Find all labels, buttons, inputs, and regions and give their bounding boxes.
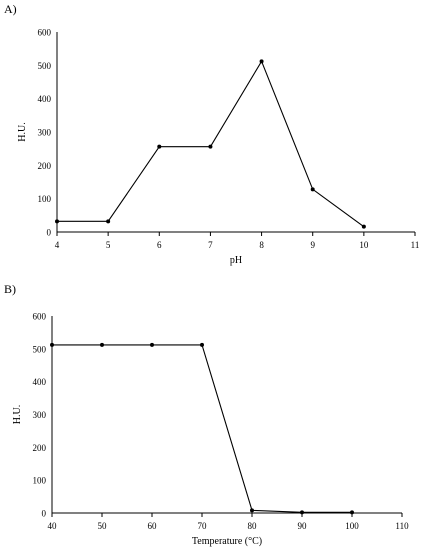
panel-label-a: A) (4, 2, 17, 16)
data-point (55, 219, 59, 224)
x-tick-label: 90 (298, 521, 308, 531)
data-point (157, 144, 162, 149)
y-tick-label: 500 (33, 344, 47, 354)
panel-label-b: B) (4, 282, 16, 296)
x-tick-label: 110 (395, 521, 409, 531)
x-tick-label: 11 (411, 240, 420, 250)
series-line (52, 344, 352, 513)
y-axis-label: H.U. (17, 122, 28, 141)
data-point (300, 510, 304, 515)
data-point (250, 508, 254, 513)
y-tick-label: 100 (38, 194, 52, 204)
y-tick-label: 0 (47, 228, 52, 238)
x-axis-label: pH (230, 255, 242, 266)
x-tick-label: 7 (208, 240, 213, 250)
x-tick-label: 70 (198, 521, 208, 531)
data-point (106, 219, 111, 224)
y-tick-label: 600 (33, 312, 47, 322)
data-point (50, 342, 54, 347)
data-point (208, 144, 213, 149)
data-point (100, 342, 104, 347)
y-tick-label: 500 (38, 61, 52, 71)
y-tick-label: 0 (42, 509, 47, 519)
y-tick-label: 100 (33, 476, 47, 486)
data-point (310, 187, 315, 192)
y-tick-label: 300 (33, 410, 47, 420)
x-tick-label: 80 (248, 521, 258, 531)
x-tick-label: 4 (55, 240, 60, 250)
x-tick-label: 5 (106, 240, 111, 250)
x-tick-label: 50 (98, 521, 108, 531)
chart-temperature: 0 100 200 300 400 500 600 40 50 60 70 80 90 100 110 Tem… (12, 312, 409, 548)
chart-ph: 0 100 200 300 400 500 600 4 5 6 7 8 9 10 11 pH H.U. (17, 28, 420, 267)
data-point (200, 342, 204, 347)
y-tick-label: 400 (33, 377, 47, 387)
data-point (350, 510, 354, 515)
y-tick-label: 200 (33, 443, 47, 453)
x-tick-label: 6 (157, 240, 162, 250)
data-point (150, 342, 154, 347)
x-tick-label: 40 (48, 521, 58, 531)
data-point (259, 59, 264, 64)
x-tick-label: 100 (345, 521, 359, 531)
data-point (361, 224, 366, 229)
x-tick-label: 10 (359, 240, 369, 250)
x-tick-label: 9 (310, 240, 315, 250)
x-axis-label: Temperature (°C) (192, 536, 262, 547)
y-tick-label: 600 (38, 28, 52, 38)
y-tick-label: 300 (38, 128, 52, 138)
y-tick-label: 400 (38, 94, 52, 104)
x-tick-label: 60 (148, 521, 158, 531)
y-axis-label: H.U. (12, 405, 23, 424)
x-tick-label: 8 (259, 240, 264, 250)
y-tick-label: 200 (38, 161, 52, 171)
series-line (57, 60, 365, 228)
